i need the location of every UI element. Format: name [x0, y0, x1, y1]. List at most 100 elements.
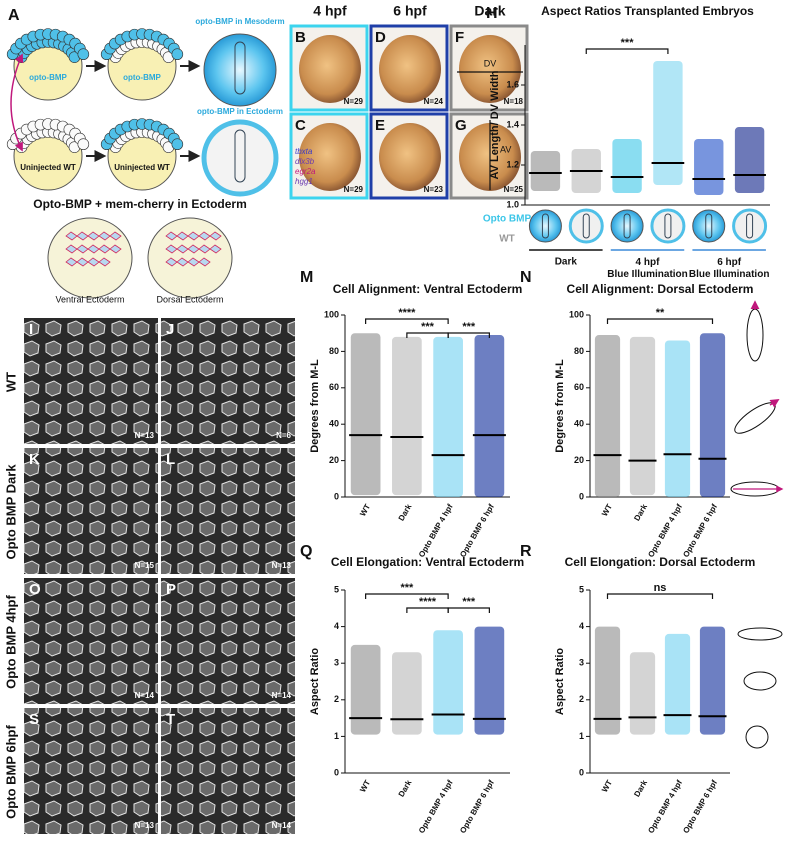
- notochord: [234, 41, 246, 95]
- micrograph: [161, 318, 295, 444]
- label: Dorsal Ectoderm: [156, 294, 223, 304]
- panel-letter: C: [295, 117, 306, 134]
- notochord: [234, 129, 246, 183]
- micrograph: [24, 448, 158, 574]
- panel-letter: O: [29, 581, 41, 598]
- panel-letter: E: [375, 117, 385, 134]
- distribution: [734, 127, 765, 193]
- embryo-outline: [47, 217, 133, 299]
- label: DV: [484, 58, 497, 68]
- y-tick-label: 0: [334, 767, 339, 777]
- embryo: [379, 123, 441, 191]
- label: N=6: [276, 431, 291, 440]
- group-label-line: 4 hpf: [636, 257, 661, 268]
- label: hgg1: [295, 177, 313, 186]
- y-tick-label: 1.2: [506, 159, 519, 169]
- x-tick-label: Dark: [632, 502, 649, 522]
- notochord: [582, 213, 590, 239]
- micrograph: [24, 318, 158, 444]
- panel-letter: R: [520, 543, 532, 560]
- group-label: 4 hpf Blue Illumination: [607, 257, 688, 280]
- significance-label: ***: [400, 582, 414, 594]
- y-tick-label: 1: [334, 731, 339, 741]
- distribution: [474, 626, 505, 735]
- label: N=14: [272, 821, 292, 830]
- panel-letter: H: [486, 5, 498, 22]
- y-tick-label: 4: [579, 621, 584, 631]
- significance-bracket: [406, 607, 449, 613]
- distribution: [699, 626, 726, 735]
- panel-letter: S: [29, 711, 39, 728]
- micrograph: [24, 708, 158, 834]
- x-tick-label: Dark: [397, 778, 414, 798]
- icon-arrow: [769, 399, 780, 408]
- significance-bracket: [606, 593, 714, 599]
- panel-letter: G: [455, 117, 467, 134]
- x-tick-label: Opto BMP 6 hpf: [681, 502, 719, 559]
- y-axis-label: Aspect Ratio: [309, 648, 321, 716]
- column-header: Dark: [474, 3, 505, 19]
- y-tick-label: 60: [574, 382, 584, 392]
- significance-bracket: [585, 48, 669, 54]
- y-tick-label: 40: [329, 419, 339, 429]
- significance-label: **: [656, 307, 665, 319]
- result-embryo: [203, 33, 277, 107]
- icon: [737, 627, 783, 641]
- panel-letter: Q: [300, 543, 312, 560]
- panel-letter: B: [295, 29, 306, 46]
- label: dlx3b: [295, 157, 315, 166]
- y-tick-label: 3: [334, 658, 339, 668]
- y-tick-label: 100: [324, 309, 339, 319]
- distribution: [433, 336, 463, 497]
- yolk-label: Uninjected WT: [20, 163, 76, 172]
- distribution: [612, 139, 642, 193]
- distribution: [664, 633, 691, 735]
- label: opto-BMP in Mesoderm: [195, 17, 284, 26]
- significance-label: ****: [398, 307, 416, 319]
- cell-outline: [209, 244, 222, 254]
- notochord: [541, 213, 549, 239]
- y-tick-label: 3: [579, 658, 584, 668]
- panel-letter: M: [300, 269, 313, 286]
- y-tick-label: 0: [579, 767, 584, 777]
- cell-outline: [109, 244, 122, 254]
- distribution: [699, 333, 726, 497]
- micrograph: [161, 448, 295, 574]
- yolk-label: opto-BMP: [123, 73, 161, 82]
- y-tick-label: 1.0: [506, 199, 519, 209]
- y-tick-label: 1.4: [506, 119, 519, 129]
- panel-letter: N: [520, 269, 532, 286]
- transplant-arrow: [10, 53, 24, 152]
- embryo-icon: [568, 208, 604, 244]
- significance-bracket: [447, 332, 490, 338]
- y-tick-label: 80: [574, 346, 584, 356]
- cell: [171, 138, 184, 151]
- y-tick-label: 5: [334, 584, 339, 594]
- label: N=29: [344, 185, 364, 194]
- y-tick-label: 40: [574, 419, 584, 429]
- embryo: [299, 123, 361, 191]
- y-tick-label: 20: [574, 455, 584, 465]
- embryo-icon: [610, 209, 644, 243]
- significance-bracket: [606, 318, 714, 324]
- label: N=23: [424, 185, 444, 194]
- panel-letter: L: [166, 451, 175, 468]
- notochord: [664, 213, 672, 239]
- label: N=18: [504, 97, 524, 106]
- significance-label: ***: [421, 321, 435, 333]
- micrograph: [24, 578, 158, 704]
- panel-letter: P: [166, 581, 176, 598]
- cell: [77, 138, 90, 151]
- significance-label: ns: [654, 582, 667, 594]
- x-tick-label: WT: [358, 502, 372, 517]
- y-tick-label: 20: [329, 455, 339, 465]
- label: N=15: [135, 561, 155, 570]
- distribution: [392, 336, 422, 496]
- panel-letter: T: [166, 711, 175, 728]
- label: N=25: [504, 185, 524, 194]
- distribution: [664, 340, 691, 497]
- notochord: [705, 213, 713, 239]
- y-tick-label: 1.6: [506, 79, 519, 89]
- chart-title: Cell Alignment: Ventral Ectoderm: [333, 282, 523, 296]
- y-axis-label: Degrees from M-L: [309, 359, 321, 453]
